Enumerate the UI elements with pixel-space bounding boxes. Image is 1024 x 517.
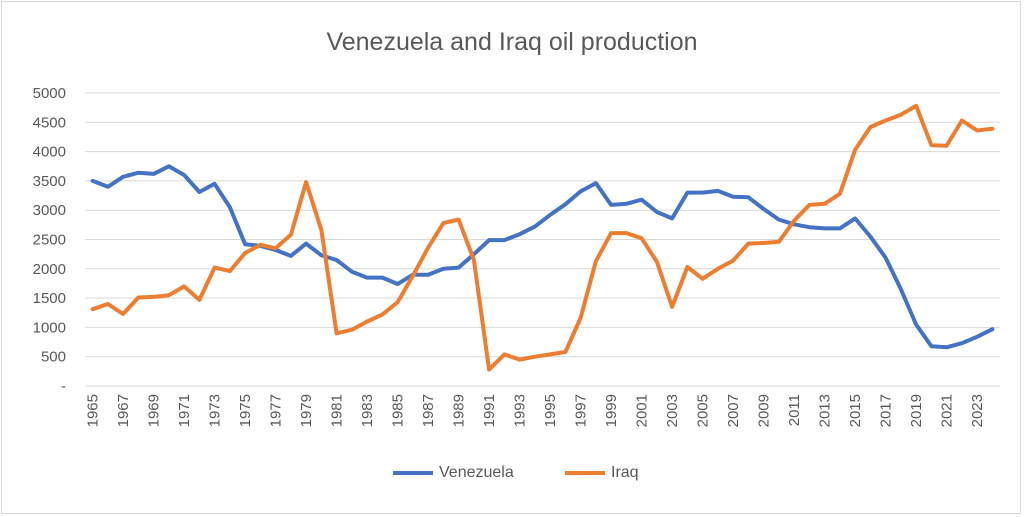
x-tick-label: 2023 [969,394,986,427]
x-tick-label: 2005 [695,394,712,427]
x-tick-label: 1979 [298,394,315,427]
y-tick-label: 2000 [33,261,66,278]
legend-item-venezuela: Venezuela [393,464,514,482]
chart-title: Venezuela and Iraq oil production [326,28,698,56]
x-tick-label: 1997 [573,394,590,427]
x-tick-label: 2009 [756,394,773,427]
y-tick-label: - [61,378,66,395]
x-tick-label: 2001 [634,394,651,427]
x-tick-label: 1985 [390,394,407,427]
x-tick-label: 1989 [451,394,468,427]
x-tick-label: 1967 [115,394,132,427]
x-tick-label: 1999 [603,394,620,427]
legend-swatch-venezuela [393,471,433,475]
x-tick-label: 2017 [878,394,895,427]
y-tick-label: 4000 [33,144,66,161]
x-tick-label: 1973 [207,394,224,427]
x-tick-label: 2013 [817,394,834,427]
x-tick-label: 1991 [481,394,498,427]
x-tick-label: 2007 [725,394,742,427]
x-tick-label: 1993 [512,394,529,427]
x-tick-label: 2011 [786,394,803,426]
y-tick-label: 2500 [33,232,66,249]
x-tick-label: 1971 [176,394,193,427]
legend-swatch-iraq [565,471,605,475]
y-tick-label: 500 [41,349,66,366]
y-tick-label: 1000 [33,319,66,336]
x-tick-label: 2015 [847,394,864,427]
x-tick-label: 1977 [268,394,285,427]
series-line-iraq [90,103,995,372]
x-tick-label: 1969 [146,394,163,427]
x-tick-label: 1965 [85,394,102,427]
x-tick-label: 1995 [542,394,559,427]
x-tick-label: 1987 [420,394,437,427]
y-tick-label: 3500 [33,173,66,190]
x-tick-label: 2003 [664,394,681,427]
x-tick-label: 2019 [908,394,925,427]
y-tick-label: 4500 [33,114,66,131]
x-tick-label: 1975 [237,394,254,427]
y-tick-label: 3000 [33,202,66,219]
legend-label-iraq: Iraq [611,464,639,481]
legend-label-venezuela: Venezuela [439,464,514,481]
y-tick-label: 5000 [33,85,66,102]
legend-item-iraq: Iraq [565,464,639,482]
x-tick-label: 1981 [329,394,346,427]
x-tick-label: 1983 [359,394,376,427]
y-tick-label: 1500 [33,290,66,307]
series-line-venezuela [90,164,995,350]
x-tick-label: 2021 [939,394,956,427]
